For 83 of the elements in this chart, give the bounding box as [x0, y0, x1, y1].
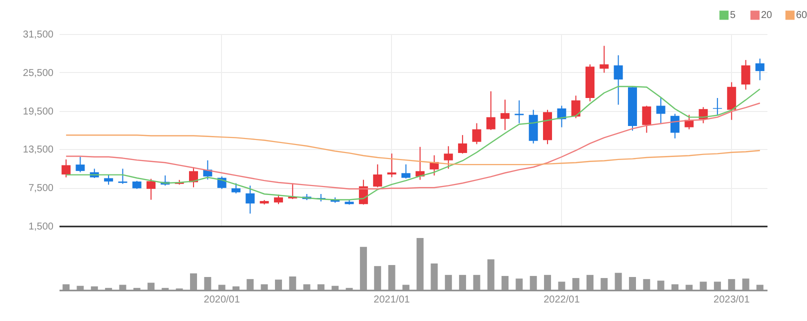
bar: [303, 284, 310, 290]
candlestick: [500, 99, 510, 130]
x-tick-label: 2023/01: [714, 294, 750, 306]
candlestick: [458, 134, 468, 154]
y-tick-label: 13,500: [22, 144, 54, 156]
bar: [374, 266, 382, 290]
bar: [516, 278, 523, 290]
bar: [686, 284, 693, 290]
candlestick: [444, 146, 453, 170]
bar: [218, 284, 226, 290]
legend-label: 20: [761, 10, 773, 22]
bar: [119, 284, 126, 290]
candlestick: [614, 54, 623, 106]
candlestick: [642, 105, 652, 134]
bar: [260, 284, 268, 290]
bar: [714, 282, 721, 290]
bar: [643, 279, 650, 290]
candlestick: [571, 95, 580, 119]
candlestick: [274, 194, 283, 205]
bar: [671, 284, 678, 290]
bar: [614, 272, 622, 290]
candlestick: [76, 156, 85, 173]
bar: [90, 286, 98, 290]
candlestick: [741, 59, 750, 90]
y-tick-label: 7,500: [28, 183, 54, 194]
bar: [586, 274, 594, 290]
bar: [544, 274, 552, 290]
candlestick: [373, 164, 382, 188]
bar: [148, 282, 155, 290]
bar: [628, 277, 636, 290]
bar: [572, 278, 580, 290]
bar: [332, 286, 339, 290]
bar: [530, 276, 537, 290]
y-tick-label: 25,500: [22, 68, 54, 79]
bar: [459, 274, 466, 290]
x-tick-label: 2022/01: [544, 294, 580, 306]
x-tick-label: 2020/01: [204, 294, 240, 306]
candlestick: [712, 98, 722, 116]
candlestick: [146, 178, 156, 200]
bar: [416, 238, 424, 290]
bar: [274, 280, 282, 290]
candlestick: [232, 182, 240, 194]
legend-label: 60: [796, 10, 807, 22]
candlestick: [600, 45, 609, 74]
y-tick-label: 31,500: [22, 30, 54, 40]
bar: [487, 259, 494, 290]
bar: [700, 282, 707, 290]
bar: [360, 246, 367, 290]
bar: [388, 265, 396, 290]
bar: [558, 282, 566, 290]
bar: [317, 284, 324, 290]
candlestick: [104, 174, 114, 186]
x-tick-label: 2021/01: [374, 294, 410, 306]
bar: [728, 279, 736, 290]
bar: [742, 278, 750, 290]
bar: [62, 284, 70, 290]
candlestick: [62, 158, 71, 178]
bar: [473, 274, 480, 290]
bar: [402, 284, 410, 290]
candlestick: [486, 90, 496, 130]
candlestick: [755, 58, 764, 81]
bar: [600, 278, 608, 290]
bar: [232, 286, 240, 290]
candlestick: [118, 168, 128, 184]
bar: [246, 279, 254, 290]
candlestick: [727, 82, 736, 120]
bar: [190, 273, 198, 290]
legend-label: 5: [730, 10, 736, 22]
y-tick-label: 1,500: [28, 222, 54, 232]
candlestick: [472, 122, 482, 145]
bar: [502, 276, 509, 290]
candlestick: [387, 153, 396, 178]
bar: [756, 284, 764, 290]
y-tick-label: 19,500: [22, 106, 54, 118]
bar: [289, 276, 296, 290]
bar: [76, 286, 84, 290]
bar: [657, 280, 664, 290]
candlestick: [246, 185, 255, 214]
candlestick: [656, 96, 666, 124]
bar: [430, 263, 438, 290]
bar: [444, 274, 452, 290]
candlestick: [401, 164, 410, 180]
bar: [204, 277, 212, 290]
